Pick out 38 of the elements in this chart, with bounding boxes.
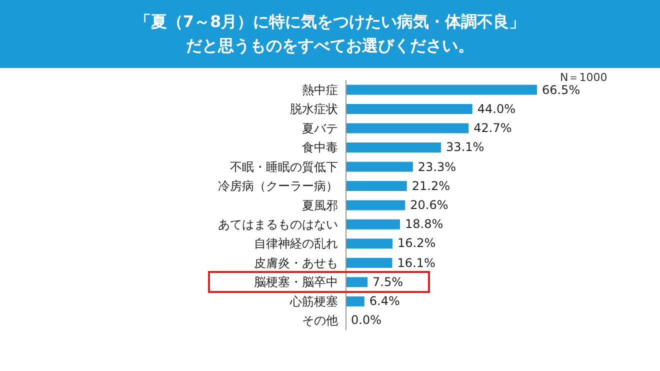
chart-title: 「夏（7～8月）に特に気をつけたい病気・体調不良」だと思うものをすべてお選びください。 [134,11,526,57]
y-tick-label: 脱水症状 [290,102,338,116]
y-tick-label: 熱中症 [302,82,338,97]
y-tick-label: あてはまるものはない [218,217,338,232]
bar [346,142,442,152]
y-tick-label: 皮膚炎・あせも [254,256,338,270]
y-tick-label: 脳梗塞・脳卒中 [254,275,338,290]
data-label: 0.0% [351,312,382,328]
data-label: 44.0% [477,100,516,117]
bar [346,200,406,210]
data-label: 33.1% [446,139,484,156]
bar [346,84,537,95]
y-tick-label: その他 [302,314,338,328]
bar [346,238,393,249]
y-tick-label: 不眠・睡眠の質低下 [230,160,338,174]
y-tick-label: 冷房病（クーラー病） [218,179,338,194]
bar [346,296,364,306]
bar [346,219,400,230]
data-label: 23.3% [418,158,456,175]
bar [346,162,413,172]
bar [346,180,407,191]
bar [346,258,392,268]
data-label: 7.5% [372,274,404,290]
y-tick-label: 自律神経の乱れ [254,236,338,251]
data-label: 20.6% [410,197,448,213]
y-tick-label: 心筋梗塞 [289,294,338,308]
bar [346,277,368,288]
bar [346,104,472,114]
data-label: 21.2% [412,178,450,194]
y-tick-label: 夏バテ [302,121,338,136]
data-label: 18.8% [404,216,444,232]
data-label: 6.4% [369,293,400,310]
data-label: 16.2% [398,235,436,252]
y-tick-label: 夏風邪 [302,198,338,212]
data-label: 16.1% [397,254,436,271]
data-label: 42.7% [474,120,512,136]
y-tick-label: 食中毒 [302,140,338,155]
bar [346,123,469,134]
